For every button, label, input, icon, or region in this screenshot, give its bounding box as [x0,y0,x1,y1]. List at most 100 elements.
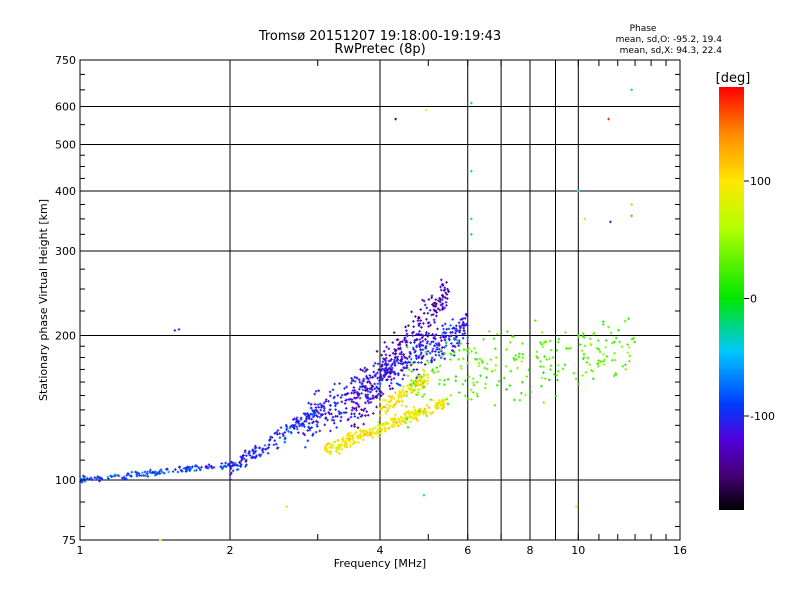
data-point [304,445,307,449]
data-point [609,220,612,224]
data-point [427,361,431,365]
data-point [586,356,590,360]
data-point [80,481,84,484]
data-point [391,351,395,355]
data-point [557,337,561,341]
data-point [356,392,359,396]
data-point [369,400,373,404]
data-point [343,402,347,405]
data-point [184,468,188,472]
data-point [391,362,394,366]
data-point [356,426,360,430]
data-point [483,366,487,370]
data-point [428,351,432,355]
data-point [324,444,327,448]
data-point [623,319,627,323]
data-point [405,390,408,393]
data-point [624,363,627,367]
data-point [391,395,395,399]
data-point [312,410,316,414]
data-point [591,332,595,336]
data-point [414,354,418,357]
data-point [295,418,298,422]
data-point [417,413,421,417]
data-point [434,298,438,301]
data-point [296,431,300,434]
data-point [320,404,324,407]
data-point [303,433,306,437]
data-point [365,387,369,391]
data-point [533,319,537,322]
data-point [408,361,412,364]
data-point [443,379,446,382]
data-point [188,467,192,471]
data-point [318,429,322,433]
data-point [365,368,369,371]
data-point [578,343,582,346]
data-point [380,378,384,382]
data-point [474,351,478,355]
data-point [409,341,413,345]
data-point [95,477,99,480]
data-point [348,431,352,435]
data-point [462,326,465,330]
data-point [405,329,408,332]
data-point [493,368,497,372]
data-point [422,299,426,303]
data-point [407,324,410,327]
data-point [508,341,512,344]
data-point [378,376,381,379]
data-point [368,431,372,434]
data-point [597,339,600,343]
data-point [461,382,465,386]
data-point [420,336,424,340]
data-point [322,401,326,405]
data-point [349,445,352,449]
data-point [397,383,401,386]
data-point [464,379,467,383]
data-point [413,408,417,411]
data-point [309,406,313,410]
data-point [454,379,458,383]
data-point [379,408,383,412]
data-point [229,478,232,481]
data-point [406,425,410,429]
data-point [590,369,593,372]
data-point [351,406,354,410]
data-point [357,441,360,444]
data-point [350,408,354,412]
data-point [393,417,396,420]
data-point [466,336,469,340]
data-point [417,333,421,336]
data-point [393,348,397,351]
data-point [191,465,194,469]
data-point [624,367,628,371]
data-point [377,435,381,438]
data-point [138,474,141,477]
data-point [422,369,426,373]
data-point [438,308,442,312]
data-point [358,396,362,400]
data-point [441,305,444,309]
data-point [366,389,370,393]
data-point [245,463,248,467]
data-point [389,368,392,371]
data-point [159,538,162,542]
data-point [325,450,329,453]
data-point [205,465,208,468]
data-point [607,117,610,121]
data-point [420,326,423,329]
data-point [370,388,374,392]
data-point [417,383,421,387]
data-point [383,358,386,361]
data-point [463,316,467,320]
data-point [339,415,343,419]
data-point [273,439,277,443]
data-point [458,329,461,333]
data-point [443,286,447,290]
data-point [422,373,426,377]
data-point [316,410,319,413]
data-point [400,355,404,359]
data-point [416,361,420,364]
data-point [153,474,157,477]
